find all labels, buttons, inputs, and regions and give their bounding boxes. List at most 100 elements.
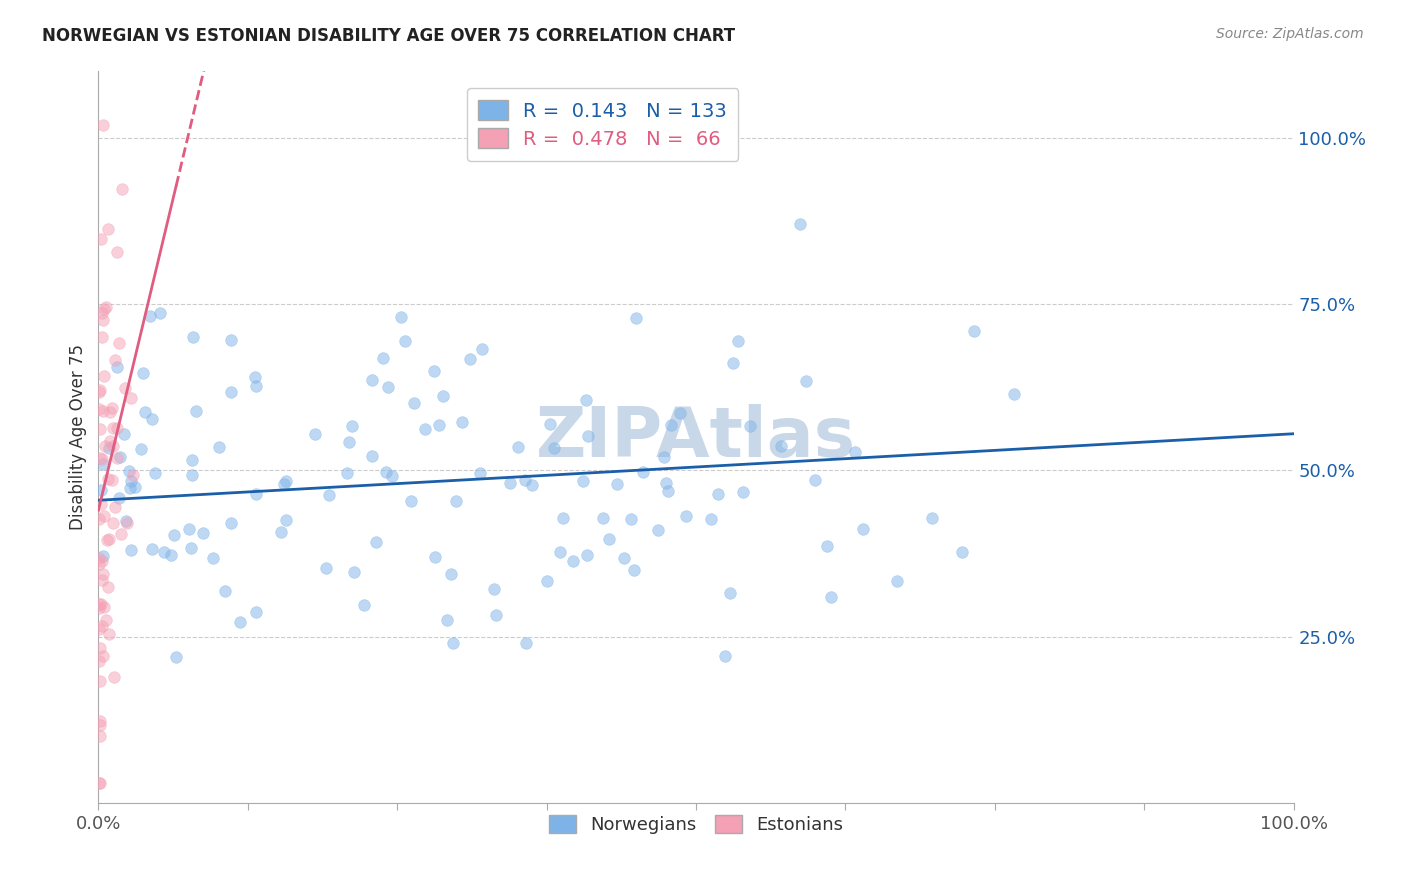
Point — [181, 452, 204, 467]
Point — [91, 549, 114, 563]
Point — [93, 369, 115, 384]
Point — [402, 396, 425, 410]
Point — [471, 342, 494, 356]
Point — [89, 674, 111, 689]
Point — [110, 526, 132, 541]
Point — [804, 473, 827, 487]
Point — [89, 640, 111, 655]
Point — [93, 439, 115, 453]
Point — [245, 606, 267, 620]
Point — [90, 306, 112, 320]
Point — [87, 598, 110, 612]
Point — [366, 534, 388, 549]
Point — [115, 514, 138, 528]
Point — [181, 468, 204, 483]
Point — [97, 222, 120, 236]
Point — [110, 450, 132, 464]
Point — [508, 440, 530, 454]
Point — [90, 573, 112, 587]
Point — [655, 475, 678, 490]
Point — [245, 379, 267, 393]
Point — [90, 483, 112, 497]
Point — [129, 442, 152, 456]
Point — [93, 508, 115, 523]
Point — [89, 384, 111, 398]
Point — [727, 334, 749, 348]
Point — [613, 550, 636, 565]
Point — [498, 475, 520, 490]
Point — [371, 351, 394, 365]
Point — [91, 457, 114, 471]
Point — [513, 474, 536, 488]
Point — [191, 525, 214, 540]
Point — [90, 330, 112, 344]
Point — [101, 439, 124, 453]
Point — [381, 469, 404, 483]
Point — [657, 484, 679, 499]
Point — [201, 551, 224, 566]
Point — [553, 510, 575, 524]
Point — [700, 511, 723, 525]
Point — [340, 418, 363, 433]
Point — [451, 415, 474, 429]
Point — [214, 584, 236, 599]
Point — [122, 468, 145, 483]
Point — [89, 730, 111, 744]
Point — [852, 522, 875, 536]
Point — [436, 613, 458, 627]
Point — [482, 582, 505, 596]
Point — [132, 366, 155, 380]
Point — [87, 622, 110, 636]
Point — [98, 434, 121, 449]
Text: Source: ZipAtlas.com: Source: ZipAtlas.com — [1216, 27, 1364, 41]
Point — [181, 330, 204, 344]
Point — [104, 353, 127, 368]
Point — [103, 670, 125, 684]
Point — [91, 404, 114, 418]
Point — [738, 418, 761, 433]
Point — [441, 635, 464, 649]
Point — [90, 619, 112, 633]
Point — [243, 370, 266, 384]
Point — [592, 511, 614, 525]
Point — [91, 118, 114, 132]
Point — [107, 359, 129, 374]
Point — [89, 714, 111, 728]
Point — [97, 472, 120, 486]
Point — [820, 591, 842, 605]
Point — [208, 440, 231, 454]
Point — [87, 402, 110, 417]
Point — [105, 421, 128, 435]
Point — [160, 548, 183, 562]
Point — [120, 391, 142, 405]
Point — [444, 494, 467, 508]
Text: NORWEGIAN VS ESTONIAN DISABILITY AGE OVER 75 CORRELATION CHART: NORWEGIAN VS ESTONIAN DISABILITY AGE OVE… — [42, 27, 735, 45]
Point — [186, 404, 208, 418]
Point — [98, 532, 121, 546]
Legend: Norwegians, Estonians: Norwegians, Estonians — [541, 807, 851, 841]
Point — [1004, 386, 1026, 401]
Point — [647, 523, 669, 537]
Point — [361, 449, 384, 463]
Point — [623, 563, 645, 577]
Point — [179, 522, 201, 536]
Point — [624, 310, 647, 325]
Point — [675, 508, 697, 523]
Point — [120, 474, 142, 488]
Point — [107, 245, 129, 260]
Point — [620, 512, 643, 526]
Point — [415, 422, 437, 436]
Point — [273, 477, 295, 491]
Point — [87, 558, 110, 572]
Point — [90, 554, 112, 568]
Point — [101, 421, 124, 435]
Point — [124, 480, 146, 494]
Point — [105, 451, 128, 466]
Point — [143, 467, 166, 481]
Point — [668, 406, 690, 420]
Point — [104, 500, 127, 514]
Point — [91, 452, 114, 467]
Point — [96, 533, 118, 547]
Point — [90, 597, 112, 611]
Point — [652, 450, 675, 464]
